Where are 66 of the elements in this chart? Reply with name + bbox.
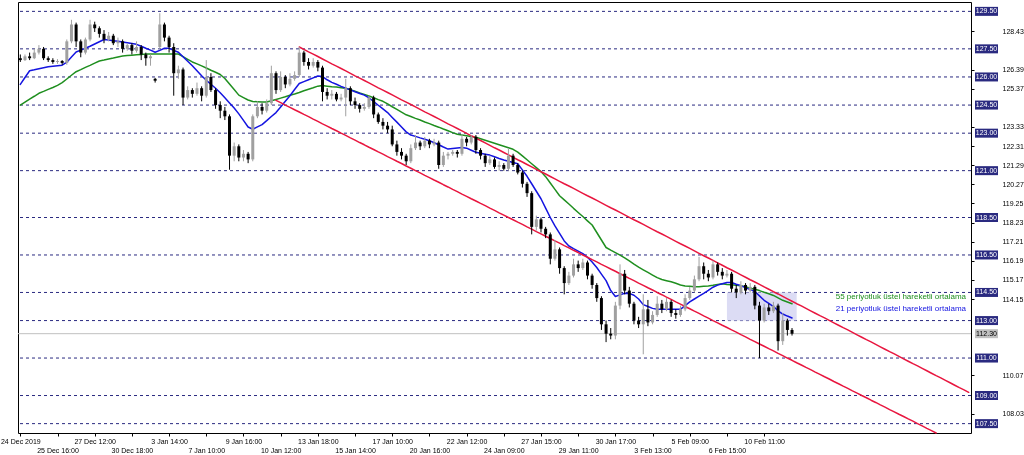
candlestick xyxy=(232,142,236,162)
candlestick xyxy=(627,286,631,308)
candlestick xyxy=(725,269,729,278)
candlestick xyxy=(497,160,501,172)
candlestick xyxy=(506,147,510,172)
candlestick xyxy=(646,299,650,327)
candlestick xyxy=(730,271,734,293)
candlestick xyxy=(51,57,55,65)
candlestick xyxy=(409,143,413,164)
candlestick xyxy=(116,37,120,48)
candlestick xyxy=(148,53,152,67)
candlestick xyxy=(195,82,199,97)
candlestick xyxy=(572,258,576,278)
candlestick xyxy=(390,125,394,147)
candlestick xyxy=(437,140,441,170)
candlestick xyxy=(711,260,715,280)
candlestick xyxy=(595,282,599,303)
candlestick xyxy=(632,301,636,325)
text: 21 periyotluk üstel hareketli ortalama xyxy=(835,304,967,314)
candlestick xyxy=(158,12,162,50)
candlestick xyxy=(65,38,69,66)
candlestick xyxy=(562,265,566,295)
text: 55 periyotluk üstel hareketli ortalama xyxy=(835,292,967,302)
candlestick xyxy=(567,271,571,286)
candlestick xyxy=(558,246,562,275)
candlestick xyxy=(297,46,301,78)
candlestick xyxy=(488,155,492,166)
candlestick xyxy=(739,280,743,295)
candlestick xyxy=(153,77,157,84)
candlestick xyxy=(446,151,450,160)
candlestick xyxy=(381,117,385,130)
candlestick xyxy=(757,301,761,359)
candlestick xyxy=(348,85,352,106)
candlestick xyxy=(395,140,399,157)
candlestick xyxy=(353,97,357,110)
candlestick xyxy=(325,87,329,100)
candlestick xyxy=(279,70,283,93)
candlestick xyxy=(641,293,645,355)
candlestick xyxy=(781,312,785,346)
candlestick xyxy=(214,87,218,110)
line-series xyxy=(275,99,937,434)
candlestick xyxy=(74,22,78,48)
candlestick xyxy=(37,44,41,55)
candlestick xyxy=(697,256,701,282)
candlestick xyxy=(130,42,134,55)
candlestick xyxy=(344,78,348,117)
candlestick xyxy=(260,102,264,115)
candlestick xyxy=(655,295,659,318)
candlestick xyxy=(762,303,766,323)
candlestick xyxy=(372,95,376,119)
candlestick xyxy=(604,320,608,343)
candlestick xyxy=(753,284,757,310)
candlestick xyxy=(204,59,208,99)
candlestick xyxy=(167,35,171,54)
candlestick xyxy=(69,19,73,44)
candlestick xyxy=(274,70,278,95)
candlestick xyxy=(209,72,213,93)
candlestick xyxy=(460,133,464,157)
candlestick xyxy=(623,269,627,295)
candlestick xyxy=(553,239,557,262)
candlestick xyxy=(790,327,794,337)
candlestick xyxy=(88,19,92,42)
candlestick xyxy=(162,22,166,42)
line-series xyxy=(298,46,970,394)
candlestick xyxy=(585,260,589,280)
candlestick xyxy=(474,134,478,155)
